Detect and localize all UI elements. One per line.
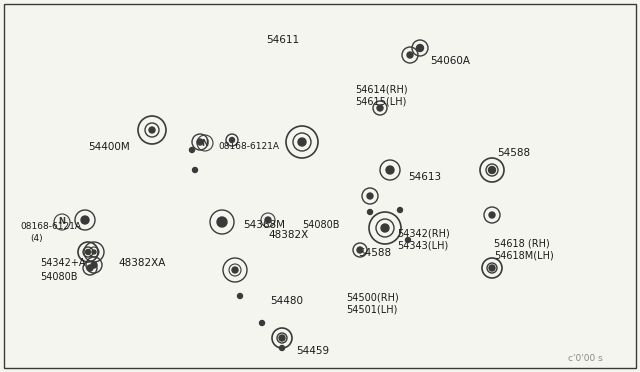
Circle shape	[265, 217, 271, 223]
Circle shape	[279, 335, 285, 341]
Text: 54500(RH): 54500(RH)	[346, 292, 399, 302]
Circle shape	[197, 139, 203, 145]
Text: 54480: 54480	[270, 296, 303, 306]
Text: 54368M: 54368M	[243, 220, 285, 230]
Text: c'0'00 s: c'0'00 s	[568, 354, 603, 363]
Circle shape	[377, 105, 383, 111]
Circle shape	[217, 217, 227, 227]
Circle shape	[397, 208, 403, 212]
Text: (4): (4)	[30, 234, 43, 243]
Text: N: N	[58, 218, 65, 227]
Text: 08168-6121A: 08168-6121A	[20, 222, 81, 231]
Circle shape	[407, 52, 413, 58]
Circle shape	[86, 250, 90, 254]
Circle shape	[259, 321, 264, 326]
Text: 54343(LH): 54343(LH)	[397, 240, 448, 250]
Circle shape	[381, 224, 389, 232]
Circle shape	[298, 138, 306, 146]
Text: 54611: 54611	[266, 35, 299, 45]
Circle shape	[280, 346, 285, 350]
Text: 08168-6121A: 08168-6121A	[218, 142, 279, 151]
Text: 54613: 54613	[408, 172, 441, 182]
Circle shape	[87, 265, 93, 271]
Text: 54459: 54459	[296, 346, 329, 356]
Circle shape	[406, 237, 410, 243]
Text: 54615(LH): 54615(LH)	[355, 96, 406, 106]
Circle shape	[232, 267, 238, 273]
Circle shape	[149, 127, 155, 133]
Text: 54501(LH): 54501(LH)	[346, 304, 397, 314]
Text: 54588: 54588	[497, 148, 530, 158]
Text: 54618 (RH): 54618 (RH)	[494, 238, 550, 248]
Text: 54080B: 54080B	[40, 272, 77, 282]
Text: 54614(RH): 54614(RH)	[355, 84, 408, 94]
Circle shape	[81, 216, 89, 224]
Circle shape	[237, 294, 243, 298]
Text: N: N	[202, 138, 209, 148]
Text: 54342(RH): 54342(RH)	[397, 228, 450, 238]
Text: 48382XA: 48382XA	[118, 258, 165, 268]
Text: 48382X: 48382X	[268, 230, 308, 240]
Circle shape	[367, 209, 372, 215]
Circle shape	[417, 45, 424, 51]
Text: 54080B: 54080B	[302, 220, 339, 230]
Circle shape	[489, 265, 495, 271]
Circle shape	[367, 193, 373, 199]
Circle shape	[193, 167, 198, 173]
Circle shape	[92, 250, 96, 254]
Text: 54060A: 54060A	[430, 56, 470, 66]
Circle shape	[357, 247, 363, 253]
Circle shape	[386, 166, 394, 174]
Text: 54400M: 54400M	[88, 142, 130, 152]
Text: 54618M(LH): 54618M(LH)	[494, 250, 554, 260]
Circle shape	[489, 212, 495, 218]
Circle shape	[488, 167, 495, 173]
Circle shape	[189, 148, 195, 153]
Circle shape	[91, 262, 97, 268]
Text: 54342+A: 54342+A	[40, 258, 86, 268]
Circle shape	[230, 138, 234, 142]
Text: 54588: 54588	[358, 248, 391, 258]
